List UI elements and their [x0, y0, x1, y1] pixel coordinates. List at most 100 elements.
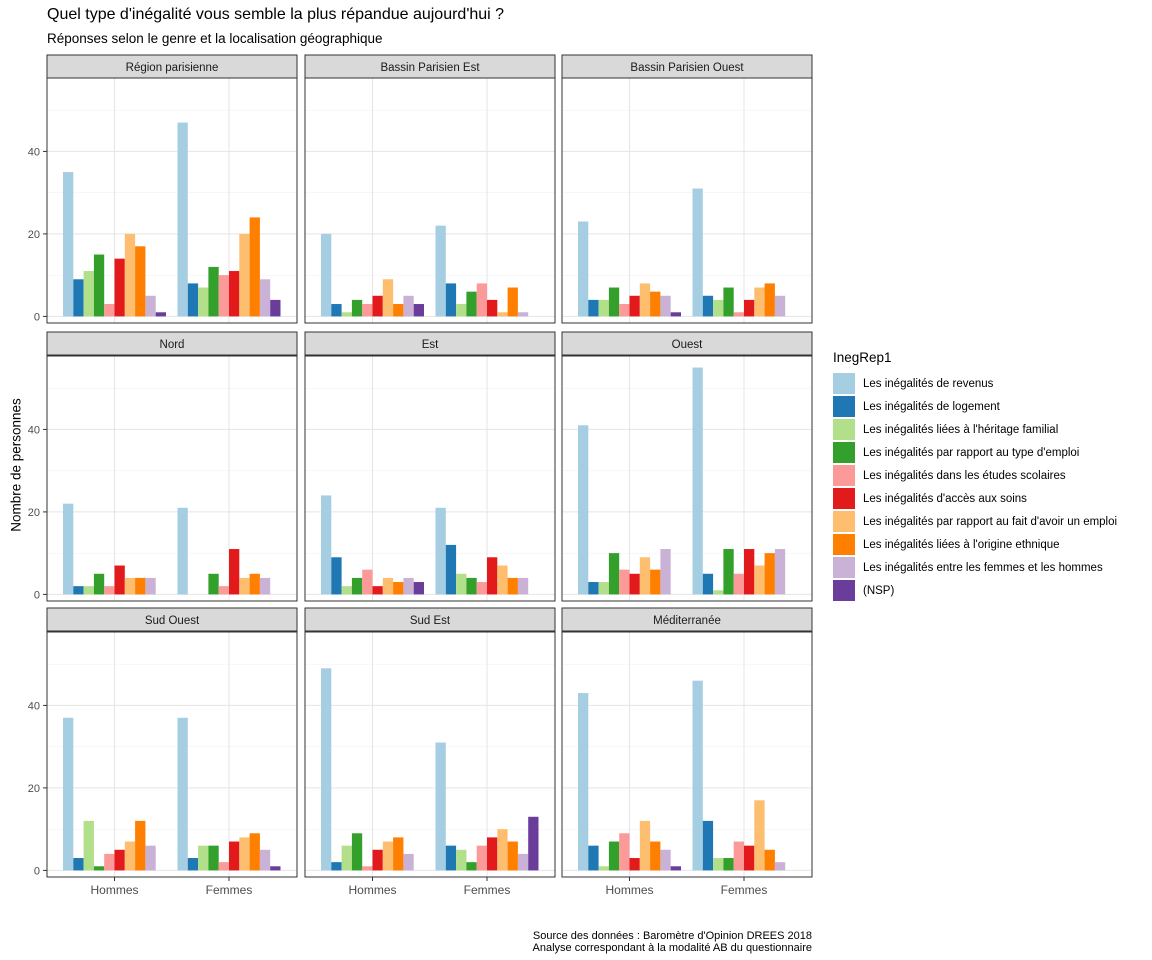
- bar: [608, 841, 620, 871]
- bar: [466, 291, 477, 317]
- bar: [249, 573, 260, 595]
- y-tick-label: 20: [28, 783, 40, 795]
- facet-panel: Région parisienne 0 20 40: [28, 54, 298, 324]
- legend-item: Les inégalités par rapport au type d'emp…: [833, 441, 1117, 464]
- bar: [445, 544, 457, 595]
- bar: [63, 172, 74, 317]
- legend-item: Les inégalités par rapport au fait d'avo…: [833, 510, 1117, 533]
- legend-items: Les inégalités de revenus Les inégalités …: [833, 372, 1117, 602]
- bar: [229, 549, 240, 595]
- bar: [351, 833, 363, 871]
- bar: [229, 271, 240, 317]
- bar: [764, 553, 775, 595]
- bar: [497, 312, 508, 317]
- bar: [218, 586, 229, 595]
- y-tick-label: 0: [34, 311, 40, 323]
- panel-border: [561, 77, 813, 324]
- bar: [435, 507, 446, 595]
- bar: [145, 845, 156, 871]
- x-tick-label: Hommes: [348, 883, 396, 897]
- chart-title: Quel type d'inégalité vous semble la plu…: [47, 6, 505, 23]
- chart-subtitle: Réponses selon le genre et la localisati…: [47, 31, 383, 46]
- legend-key: [833, 396, 855, 417]
- bar: [177, 717, 188, 871]
- panel-background: [562, 78, 812, 323]
- bar: [393, 837, 404, 871]
- bar: [321, 668, 332, 871]
- bar: [372, 295, 383, 317]
- caption-source: Source des données : Baromètre d'Opinion…: [532, 930, 812, 942]
- legend-item: Les inégalités entre les femmes et les h…: [833, 556, 1117, 579]
- y-tick-label: 0: [34, 865, 40, 877]
- bar: [331, 304, 342, 317]
- x-tick-label: Femmes: [721, 883, 768, 897]
- bar: [670, 866, 681, 871]
- bar: [476, 582, 487, 595]
- y-tick-label: 40: [28, 700, 40, 712]
- caption: Source des données : Baromètre d'Opinion…: [533, 930, 812, 954]
- bar: [372, 849, 383, 871]
- facet-strip: [561, 331, 813, 356]
- bar: [774, 862, 786, 871]
- bar: [155, 312, 166, 317]
- bar: [135, 820, 146, 871]
- facet-strip: [561, 607, 813, 632]
- bar: [321, 233, 332, 317]
- bar: [83, 820, 94, 871]
- bar: [218, 862, 229, 871]
- bar: [413, 582, 424, 595]
- legend-item: (NSP): [833, 579, 1117, 602]
- legend-key: [833, 511, 855, 532]
- facet-title: Région parisienne: [126, 62, 219, 74]
- bar: [733, 841, 744, 871]
- legend-key: [833, 580, 855, 601]
- bar: [629, 573, 640, 595]
- bar: [177, 122, 188, 317]
- bar: [764, 849, 775, 871]
- legend: InegRep1 Les inégalités de revenus Les in…: [833, 350, 1117, 602]
- panel-border: [46, 77, 298, 324]
- legend-item: Les inégalités liées à l'héritage famili…: [833, 418, 1117, 441]
- bar: [733, 312, 744, 317]
- panel-background: [305, 356, 555, 601]
- legend-label: (NSP): [863, 584, 895, 597]
- panel-border: [46, 631, 298, 878]
- bar: [362, 866, 373, 871]
- bar: [403, 295, 414, 317]
- bar: [598, 582, 609, 595]
- bar: [650, 291, 661, 317]
- bar: [259, 849, 271, 871]
- bar: [135, 577, 146, 595]
- bar: [476, 283, 487, 317]
- bar: [187, 283, 199, 317]
- y-tick-label: 20: [28, 507, 40, 519]
- bar: [588, 582, 599, 595]
- bar: [403, 853, 414, 871]
- bar: [435, 225, 446, 317]
- bar: [73, 279, 84, 317]
- bar: [145, 577, 156, 595]
- bar: [239, 577, 250, 595]
- bar: [456, 304, 467, 317]
- bar: [774, 549, 786, 595]
- facet-title: Est: [422, 339, 439, 351]
- bar: [114, 565, 125, 595]
- bar: [124, 233, 136, 317]
- bar: [487, 837, 498, 871]
- bar: [650, 569, 661, 595]
- bar: [208, 266, 219, 317]
- bar: [187, 858, 199, 871]
- legend-label: Les inégalités de revenus: [863, 377, 994, 390]
- bar: [517, 853, 529, 871]
- bar: [639, 557, 651, 595]
- legend-key: [833, 465, 855, 486]
- bar: [382, 841, 394, 871]
- legend-title: InegRep1: [833, 350, 892, 365]
- bar: [341, 845, 352, 871]
- legend-item: Les inégalités de logement: [833, 395, 1117, 418]
- legend-label: Les inégalités d'accès aux soins: [863, 492, 1027, 505]
- bar: [114, 258, 125, 317]
- facet-title: Sud Ouest: [145, 615, 200, 627]
- bar: [517, 577, 529, 595]
- panel-border: [46, 355, 298, 602]
